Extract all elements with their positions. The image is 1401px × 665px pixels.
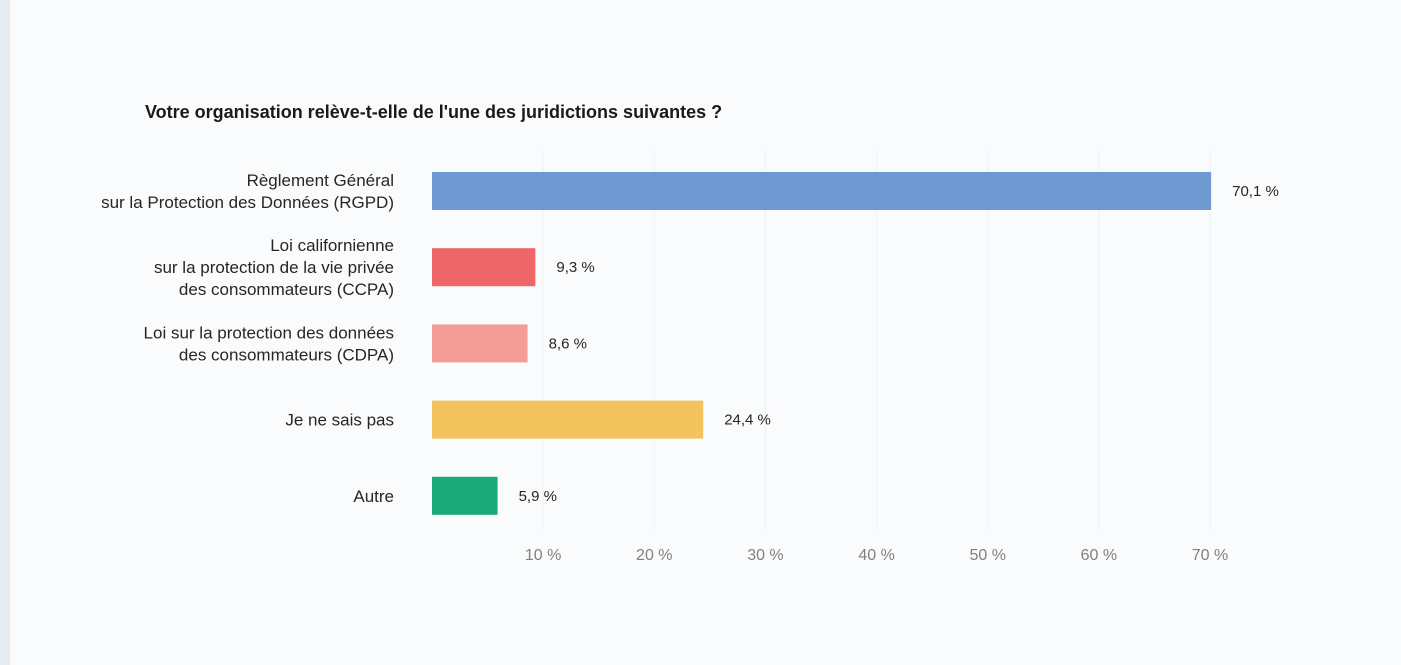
bar-value-label: 8,6 % <box>549 335 587 352</box>
category-label-line: sur la protection de la vie privée <box>154 258 394 277</box>
category-label: Loi californienne sur la protection de la… <box>154 236 394 299</box>
x-tick-label: 10 % <box>525 547 561 564</box>
x-tick-label: 60 % <box>1081 547 1117 564</box>
bar <box>432 400 704 439</box>
category-label: Règlement Général sur la Protection des D… <box>101 171 394 212</box>
x-tick-label: 70 % <box>1192 547 1228 564</box>
bar <box>432 248 536 287</box>
bar <box>432 172 1212 210</box>
category-label: Je ne sais pas <box>285 411 394 430</box>
category-label-line: Je ne sais pas <box>285 411 394 430</box>
bar-value-label: 70,1 % <box>1232 183 1279 200</box>
left-accent-strip <box>0 0 10 665</box>
category-label-line: des consommateurs (CCPA) <box>179 280 394 299</box>
category-label-line: sur la Protection des Données (RGPD) <box>101 193 394 212</box>
chart-title: Votre organisation relève-t-elle de l'un… <box>145 102 723 122</box>
bar-value-label: 9,3 % <box>556 259 594 276</box>
bar <box>432 324 528 363</box>
bar <box>432 476 498 515</box>
category-label-line: des consommateurs (CDPA) <box>179 345 394 364</box>
bar-value-label: 5,9 % <box>519 488 557 505</box>
x-tick-label: 50 % <box>969 547 1005 564</box>
category-label: Autre <box>353 487 394 506</box>
x-tick-label: 20 % <box>636 547 672 564</box>
x-tick-label: 30 % <box>747 547 783 564</box>
category-label-line: Autre <box>353 487 394 506</box>
category-label: Loi sur la protection des données des con… <box>144 323 394 364</box>
bar-value-label: 24,4 % <box>724 412 771 429</box>
category-label-line: Loi californienne <box>270 236 394 255</box>
category-label-line: Règlement Général <box>247 171 394 190</box>
category-label-line: Loi sur la protection des données <box>144 323 394 342</box>
x-tick-label: 40 % <box>858 547 894 564</box>
